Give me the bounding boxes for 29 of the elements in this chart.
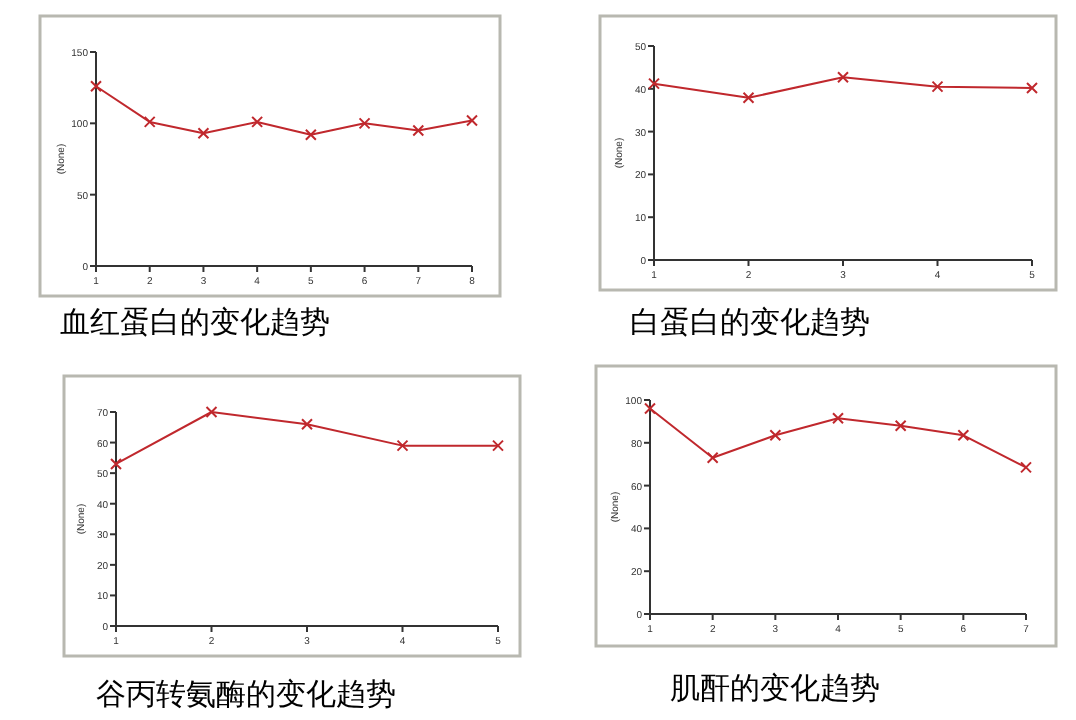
point: [894, 419, 907, 432]
text: 血红蛋白的变化趋势: [60, 306, 330, 340]
point: [197, 127, 210, 140]
point: [931, 80, 944, 93]
point: [492, 439, 504, 452]
point: [648, 77, 660, 90]
point: [832, 412, 844, 425]
point: [837, 71, 849, 84]
point: [304, 128, 317, 141]
text: 肌酐的变化趋势: [670, 672, 880, 706]
point: [143, 115, 156, 128]
point: [466, 114, 478, 127]
point: [706, 451, 719, 464]
point: [396, 439, 409, 452]
point: [251, 115, 264, 128]
text: 谷丙转氨酶的变化趋势: [96, 678, 396, 712]
point: [110, 457, 122, 470]
point: [644, 402, 656, 415]
point: [358, 117, 371, 130]
point: [957, 429, 970, 442]
point: [742, 91, 755, 104]
point: [769, 429, 782, 442]
point: [90, 80, 102, 93]
point: [412, 124, 425, 137]
text: 白蛋白的变化趋势: [630, 306, 870, 340]
point: [301, 418, 313, 431]
point: [1026, 81, 1038, 94]
point: [1020, 461, 1032, 474]
point: [205, 406, 218, 418]
